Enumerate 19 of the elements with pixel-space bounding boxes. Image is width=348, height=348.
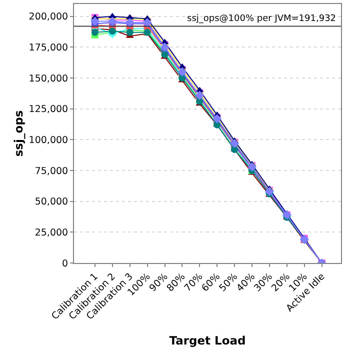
point xyxy=(142,18,152,28)
point xyxy=(126,28,134,36)
ref-line-label: ssj_ops@100% per JVM=191,932 xyxy=(187,14,336,24)
y-tick-label: 0 xyxy=(62,258,68,270)
y-tick-label: 125,000 xyxy=(28,104,68,116)
y-axis-title: ssj_ops xyxy=(11,110,26,157)
y-tick-label: 175,000 xyxy=(28,42,68,54)
y-tick-label: 25,000 xyxy=(34,227,68,238)
point xyxy=(91,28,98,36)
point xyxy=(195,90,204,100)
point xyxy=(125,18,134,28)
y-tick-label: 100,000 xyxy=(28,134,68,146)
y-tick-label: 200,000 xyxy=(28,12,68,23)
y-tick-label: 75,000 xyxy=(34,166,68,177)
x-axis-title: Target Load xyxy=(169,334,246,348)
y-tick-label: 50,000 xyxy=(34,196,68,208)
point xyxy=(178,67,187,76)
point xyxy=(90,16,100,26)
y-tick-label: 150,000 xyxy=(28,73,68,84)
